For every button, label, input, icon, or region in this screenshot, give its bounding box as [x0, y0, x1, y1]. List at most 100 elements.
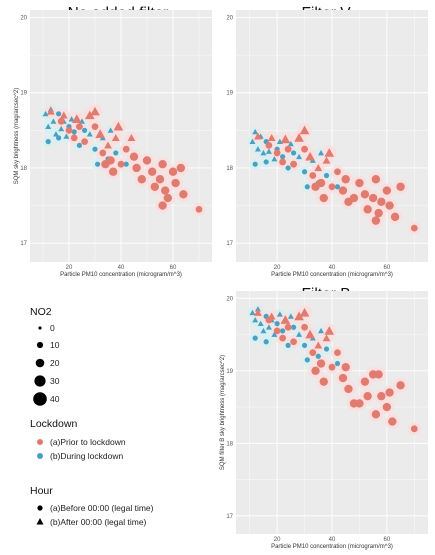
- legend-title-no2: NO2: [30, 306, 52, 318]
- x-axis-label: Particle PM10 concentration (microgram/m…: [271, 272, 393, 278]
- data-point-circle: [334, 349, 341, 357]
- data-point-triangle: [287, 313, 294, 319]
- data-point-triangle: [322, 156, 331, 164]
- y-tick-label: 19: [226, 91, 233, 97]
- y-tick-label: 19: [226, 369, 233, 375]
- data-point-circle: [117, 160, 125, 168]
- data-point-triangle: [252, 317, 259, 323]
- legend-no2-marker: [36, 341, 44, 349]
- data-point-circle: [382, 402, 392, 412]
- data-point-circle: [265, 142, 273, 149]
- data-point-triangle: [46, 107, 55, 115]
- data-point-triangle: [254, 146, 261, 152]
- legend-title-lockdown: Lockdown: [30, 418, 77, 430]
- data-point-circle: [301, 342, 308, 349]
- data-point-circle: [70, 134, 78, 142]
- data-point-circle: [176, 163, 185, 173]
- data-point-circle: [344, 384, 353, 394]
- data-point-triangle: [294, 311, 304, 321]
- data-point-triangle: [45, 123, 52, 129]
- data-point-circle: [91, 123, 99, 130]
- data-point-circle: [82, 127, 88, 133]
- data-point-triangle: [318, 327, 325, 334]
- data-point-circle: [158, 201, 167, 210]
- data-point-circle: [382, 186, 392, 195]
- data-point-triangle: [257, 320, 264, 327]
- tick-labels: 20 40 60 17 18 19 20: [226, 296, 391, 543]
- data-point-circle: [410, 224, 418, 232]
- y-tick-label: 17: [226, 514, 233, 520]
- data-point-triangle: [71, 114, 82, 123]
- data-point-circle: [311, 366, 320, 375]
- data-point-triangle: [104, 141, 112, 149]
- data-point-triangle: [53, 131, 59, 137]
- data-point-circle: [319, 193, 328, 203]
- legend-marker-prior: [37, 439, 43, 445]
- data-point-circle: [65, 126, 73, 134]
- data-point-circle: [171, 178, 180, 188]
- data-point-circle: [374, 208, 383, 218]
- data-point-circle: [301, 145, 308, 153]
- data-point-circle: [163, 193, 172, 203]
- data-point-circle: [315, 353, 321, 359]
- data-point-triangle: [111, 133, 120, 142]
- data-point-circle: [371, 410, 381, 419]
- data-point-circle: [360, 377, 370, 386]
- data-point-circle: [109, 167, 118, 176]
- data-point-triangle: [276, 311, 283, 317]
- data-point-circle: [285, 342, 291, 349]
- data-point-circle: [371, 175, 381, 184]
- data-point-circle: [304, 357, 310, 363]
- data-point-triangle: [90, 106, 100, 116]
- data-point-circle: [273, 327, 281, 335]
- data-point-circle: [349, 193, 359, 203]
- data-points: [246, 303, 421, 436]
- legend-no2-label: 0: [50, 323, 55, 333]
- data-point-triangle: [249, 138, 256, 145]
- data-point-circle: [334, 168, 341, 176]
- x-tick-label: 20: [274, 537, 281, 543]
- data-point-triangle: [314, 341, 323, 349]
- data-point-circle: [338, 373, 348, 383]
- data-point-triangle: [107, 127, 114, 133]
- data-point-triangle: [252, 128, 259, 135]
- data-point-circle: [363, 391, 372, 401]
- data-point-circle: [113, 150, 119, 156]
- y-tick-label: 20: [226, 16, 233, 22]
- data-points: [246, 122, 421, 235]
- data-point-circle: [195, 205, 203, 213]
- data-point-circle: [132, 163, 141, 173]
- data-point-circle: [377, 197, 386, 207]
- data-point-triangle: [95, 129, 106, 138]
- data-point-circle: [279, 334, 287, 342]
- data-point-triangle: [305, 329, 315, 339]
- data-point-circle: [142, 156, 152, 165]
- legend-no2-label: 30: [50, 376, 60, 386]
- data-point-circle: [396, 182, 405, 191]
- data-point-triangle: [271, 331, 278, 337]
- data-point-triangle: [254, 306, 261, 312]
- data-point-circle: [158, 160, 167, 169]
- legend-no2-label: 40: [50, 394, 60, 404]
- data-point-circle: [328, 363, 336, 371]
- y-tick-label: 18: [226, 166, 233, 172]
- legend-no2-items: 0 10 20 30 40: [33, 323, 60, 406]
- data-point-triangle: [63, 133, 70, 139]
- tick-labels: 20 40 60 17 18 19 20: [226, 16, 391, 271]
- data-point-circle: [360, 190, 370, 199]
- data-point-circle: [341, 362, 350, 372]
- legend-title-hour: Hour: [30, 485, 53, 497]
- x-tick-label: 60: [384, 537, 391, 543]
- y-axis-label: SQM sky brightness (mag/arcsec^2): [14, 88, 20, 185]
- legend-label-after: (b)After 00:00 (legal time): [50, 517, 147, 527]
- data-point-circle: [280, 154, 286, 160]
- legend-marker-circle: [37, 505, 43, 511]
- data-point-circle: [355, 178, 364, 188]
- data-point-circle: [179, 190, 188, 199]
- data-point-circle: [81, 138, 88, 146]
- x-tick-label: 60: [384, 265, 391, 271]
- data-point-circle: [252, 161, 258, 167]
- x-tick-label: 20: [66, 265, 73, 271]
- y-tick-label: 18: [20, 166, 27, 172]
- data-point-circle: [161, 186, 170, 195]
